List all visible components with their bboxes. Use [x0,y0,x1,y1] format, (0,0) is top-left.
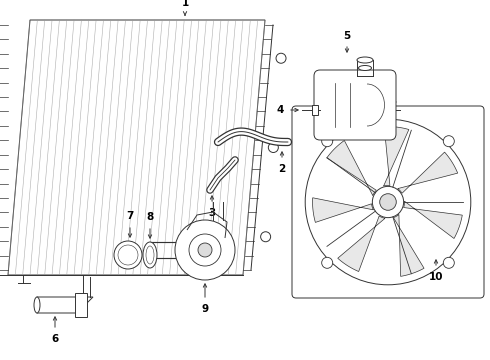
Circle shape [261,232,270,242]
Bar [312,105,318,115]
Text: 9: 9 [201,304,209,314]
Polygon shape [313,198,373,222]
Circle shape [380,194,396,210]
Ellipse shape [359,66,371,71]
Circle shape [372,186,404,218]
Ellipse shape [34,297,40,313]
Bar [75,293,87,317]
Polygon shape [398,152,458,193]
Text: 7: 7 [126,211,134,221]
Polygon shape [8,20,265,275]
Circle shape [305,119,471,285]
FancyBboxPatch shape [292,106,484,298]
Ellipse shape [146,246,154,264]
FancyBboxPatch shape [314,70,396,140]
Text: 3: 3 [208,208,216,218]
Text: 4: 4 [277,105,284,115]
Text: 6: 6 [51,334,59,344]
Circle shape [122,249,134,261]
Circle shape [118,245,138,265]
Text: 2: 2 [278,164,286,174]
Polygon shape [404,201,462,238]
Polygon shape [338,216,385,271]
Circle shape [269,143,278,153]
Text: 5: 5 [343,31,351,41]
Circle shape [443,136,454,147]
Text: 10: 10 [429,272,443,282]
Circle shape [189,234,221,266]
Circle shape [175,220,235,280]
Circle shape [114,241,142,269]
Text: 8: 8 [147,212,154,222]
Circle shape [322,257,333,268]
Polygon shape [327,140,376,195]
Ellipse shape [357,57,373,63]
Text: 1: 1 [181,0,189,8]
Polygon shape [384,127,409,186]
Polygon shape [393,215,424,276]
Ellipse shape [143,242,157,268]
Circle shape [322,136,333,147]
Polygon shape [37,297,93,313]
Circle shape [276,53,286,63]
Circle shape [198,243,212,257]
Circle shape [443,257,454,268]
